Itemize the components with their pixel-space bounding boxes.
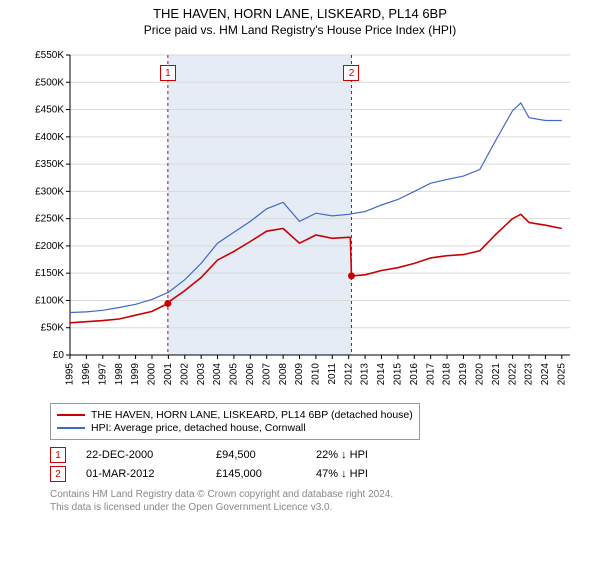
svg-text:1999: 1999 xyxy=(130,363,141,386)
svg-text:2005: 2005 xyxy=(229,363,240,386)
annotation-number: 2 xyxy=(50,466,66,482)
svg-text:2001: 2001 xyxy=(163,363,174,386)
svg-text:£450K: £450K xyxy=(35,105,64,116)
annotation-date: 01-MAR-2012 xyxy=(86,468,196,480)
svg-text:2016: 2016 xyxy=(409,363,420,386)
svg-text:1998: 1998 xyxy=(114,363,125,386)
legend: THE HAVEN, HORN LANE, LISKEARD, PL14 6BP… xyxy=(50,403,420,440)
svg-text:2014: 2014 xyxy=(376,363,387,386)
svg-text:2011: 2011 xyxy=(327,363,338,385)
svg-text:2009: 2009 xyxy=(294,363,305,386)
legend-label: HPI: Average price, detached house, Corn… xyxy=(91,422,306,434)
legend-item: HPI: Average price, detached house, Corn… xyxy=(57,422,413,434)
svg-text:2007: 2007 xyxy=(261,363,272,386)
svg-text:£550K: £550K xyxy=(35,50,64,61)
annotations-table: 1 22-DEC-2000 £94,500 22% ↓ HPI 2 01-MAR… xyxy=(50,447,600,482)
svg-text:2017: 2017 xyxy=(425,363,436,386)
svg-text:2015: 2015 xyxy=(393,363,404,386)
legend-swatch xyxy=(57,414,85,416)
svg-text:£250K: £250K xyxy=(35,214,64,225)
svg-text:£400K: £400K xyxy=(35,132,64,143)
svg-text:£500K: £500K xyxy=(35,77,64,88)
annotation-row: 2 01-MAR-2012 £145,000 47% ↓ HPI xyxy=(50,466,600,482)
svg-text:1996: 1996 xyxy=(81,363,92,386)
annotation-number: 1 xyxy=(50,447,66,463)
chart-subtitle: Price paid vs. HM Land Registry's House … xyxy=(0,23,600,37)
svg-text:2010: 2010 xyxy=(311,363,322,386)
annotation-row: 1 22-DEC-2000 £94,500 22% ↓ HPI xyxy=(50,447,600,463)
marker-label: 1 xyxy=(160,65,176,81)
legend-item: THE HAVEN, HORN LANE, LISKEARD, PL14 6BP… xyxy=(57,409,413,421)
svg-text:2023: 2023 xyxy=(524,363,535,386)
legend-label: THE HAVEN, HORN LANE, LISKEARD, PL14 6BP… xyxy=(91,409,413,421)
annotation-delta: 47% ↓ HPI xyxy=(316,468,368,480)
svg-text:2021: 2021 xyxy=(491,363,502,386)
svg-text:2012: 2012 xyxy=(343,363,354,386)
svg-text:2000: 2000 xyxy=(147,363,158,386)
footer-line: This data is licensed under the Open Gov… xyxy=(50,501,600,514)
svg-text:£0: £0 xyxy=(53,350,65,361)
chart-area: £0 £50K £100K £150K £200K £250K £300K £350K £400… xyxy=(20,45,580,395)
svg-text:2002: 2002 xyxy=(179,363,190,386)
svg-text:2018: 2018 xyxy=(442,363,453,386)
svg-text:£100K: £100K xyxy=(35,295,64,306)
svg-text:2008: 2008 xyxy=(278,363,289,386)
footer-attribution: Contains HM Land Registry data © Crown c… xyxy=(50,488,600,514)
svg-text:£150K: £150K xyxy=(35,268,64,279)
svg-text:£200K: £200K xyxy=(35,241,64,252)
svg-text:1995: 1995 xyxy=(65,363,76,386)
annotation-date: 22-DEC-2000 xyxy=(86,449,196,461)
svg-text:2024: 2024 xyxy=(540,363,551,386)
annotation-price: £94,500 xyxy=(216,449,296,461)
svg-text:2019: 2019 xyxy=(458,363,469,386)
footer-line: Contains HM Land Registry data © Crown c… xyxy=(50,488,600,501)
svg-text:2004: 2004 xyxy=(212,363,223,386)
annotation-delta: 22% ↓ HPI xyxy=(316,449,368,461)
svg-text:£300K: £300K xyxy=(35,186,64,197)
svg-text:1997: 1997 xyxy=(97,363,108,386)
svg-text:2003: 2003 xyxy=(196,363,207,386)
marker-label: 2 xyxy=(343,65,359,81)
svg-text:2025: 2025 xyxy=(556,363,567,386)
svg-text:2022: 2022 xyxy=(507,363,518,386)
annotation-price: £145,000 xyxy=(216,468,296,480)
chart-title: THE HAVEN, HORN LANE, LISKEARD, PL14 6BP xyxy=(0,6,600,21)
svg-text:2013: 2013 xyxy=(360,363,371,386)
line-chart-svg: £0 £50K £100K £150K £200K £250K £300K £350K £400… xyxy=(20,45,580,395)
legend-swatch xyxy=(57,427,85,429)
svg-text:2020: 2020 xyxy=(474,363,485,386)
svg-text:2006: 2006 xyxy=(245,363,256,386)
svg-text:£350K: £350K xyxy=(35,159,64,170)
svg-text:£50K: £50K xyxy=(41,323,65,334)
